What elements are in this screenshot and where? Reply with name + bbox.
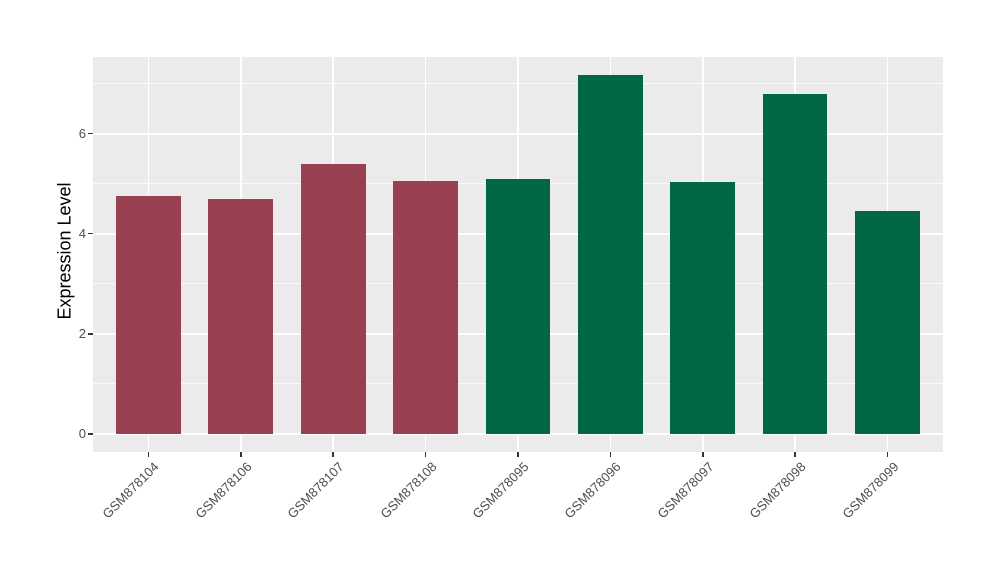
x-tick-label: GSM878095 xyxy=(469,459,532,522)
x-tick-label: GSM878108 xyxy=(377,459,440,522)
x-tick-mark xyxy=(147,452,150,457)
x-tick-mark xyxy=(517,452,519,457)
bar xyxy=(855,210,920,434)
x-tick-mark xyxy=(332,452,334,457)
plot-panel xyxy=(93,57,943,452)
bar xyxy=(670,181,736,434)
x-tick-mark xyxy=(702,452,704,457)
x-tick-mark xyxy=(609,452,612,457)
x-tick-label: GSM878106 xyxy=(192,459,255,522)
bar xyxy=(208,199,274,434)
bar xyxy=(116,196,181,434)
x-tick-mark xyxy=(424,452,427,457)
y-tick-mark xyxy=(88,132,93,135)
x-tick-mark xyxy=(240,452,242,457)
x-tick-mark xyxy=(794,452,796,457)
bar xyxy=(485,179,551,434)
y-tick-label: 4 xyxy=(78,225,86,241)
x-tick-label: GSM878099 xyxy=(838,459,902,522)
bar xyxy=(578,74,643,434)
y-tick-mark xyxy=(88,433,93,435)
y-tick-label: 2 xyxy=(78,325,86,341)
bar xyxy=(300,163,366,434)
y-tick-mark xyxy=(88,232,93,235)
bar xyxy=(393,180,458,434)
y-axis-title: Expression Level xyxy=(54,182,75,320)
x-tick-label: GSM878107 xyxy=(284,459,347,522)
x-tick-label: GSM878098 xyxy=(746,459,809,522)
y-tick-mark xyxy=(88,333,93,335)
x-tick-label: GSM878104 xyxy=(99,459,163,522)
x-tick-label: GSM878097 xyxy=(654,459,717,522)
bar xyxy=(762,94,828,434)
y-tick-label: 6 xyxy=(78,125,86,141)
x-tick-mark xyxy=(886,452,889,457)
y-tick-label: 0 xyxy=(78,426,86,441)
x-tick-label: GSM878096 xyxy=(561,459,624,522)
